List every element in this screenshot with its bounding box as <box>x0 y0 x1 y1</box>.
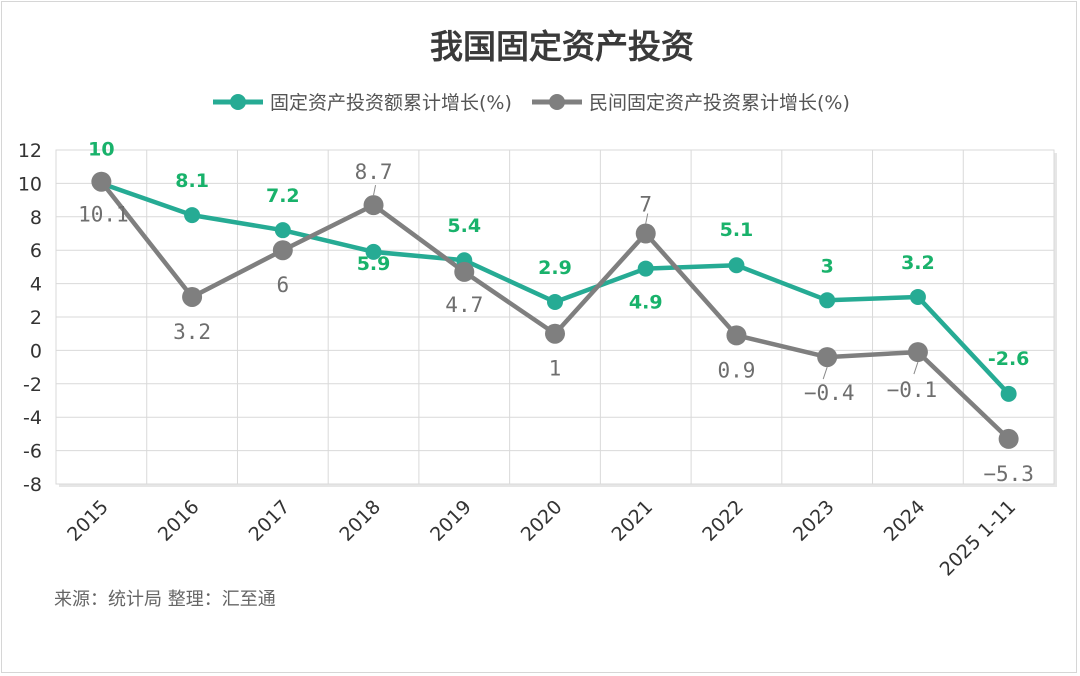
series1-data-label: 3.2 <box>901 252 935 274</box>
series1-data-label: -2.6 <box>988 348 1030 370</box>
series2-point <box>91 171 112 192</box>
series1-point <box>637 260 654 277</box>
series2-data-label: 0.9 <box>717 358 755 382</box>
legend-label-series1: 固定资产投资额累计增长(%) <box>270 92 512 114</box>
series1-point <box>365 243 382 260</box>
series2-point <box>998 428 1019 449</box>
y-tick-label: 4 <box>30 274 42 296</box>
series2-point <box>635 223 656 244</box>
y-tick-label: 0 <box>30 340 42 362</box>
x-tick-label: 2023 <box>789 496 839 546</box>
legend-marker-series2 <box>549 94 565 110</box>
x-tick-label: 2022 <box>698 496 748 546</box>
source-note: 来源：统计局 整理：汇至通 <box>54 589 276 610</box>
label-leader-line <box>373 185 377 196</box>
y-tick-label: 2 <box>30 307 42 329</box>
x-axis: 2015 2016 2017 2018 2019 2020 2021 2022 2023 2024… <box>63 496 1020 581</box>
y-tick-label: -2 <box>23 374 42 396</box>
series2-point <box>907 342 928 363</box>
series1-point <box>547 293 563 310</box>
grid <box>55 149 1057 487</box>
y-axis: 12 10 8 6 4 2 0 -2 -4 -6 -8 <box>18 140 42 496</box>
label-leader-line <box>822 366 828 380</box>
x-tick-label: 2016 <box>154 496 204 546</box>
series1-data-label: 3 <box>821 255 834 277</box>
y-tick-label: 8 <box>30 207 42 229</box>
series2-data-label: 7 <box>639 193 652 217</box>
series2-point <box>817 347 838 368</box>
x-tick-label: 2018 <box>335 496 385 546</box>
y-tick-label: -8 <box>23 474 42 496</box>
series2-data-label: 4.7 <box>445 293 483 317</box>
label-leader-line <box>913 361 919 375</box>
series2-point <box>182 286 203 307</box>
chart-title: 我国固定资产投资 <box>430 27 694 66</box>
series1-data-label: 7.2 <box>266 185 300 207</box>
x-tick-label: 2017 <box>245 496 295 546</box>
series2-data-label: 1 <box>549 357 562 381</box>
series2-point <box>726 325 747 346</box>
x-tick-label: 2020 <box>517 496 567 546</box>
series2-data-label: −0.4 <box>804 381 855 405</box>
series1-data-label: 5.9 <box>357 253 391 275</box>
series2-data-label: 3.2 <box>173 320 211 344</box>
legend: 固定资产投资额累计增长(%) 民间固定资产投资累计增长(%) <box>213 92 850 114</box>
series1-data-label: 4.9 <box>629 292 663 314</box>
legend-item-series1: 固定资产投资额累计增长(%) <box>213 92 512 114</box>
y-tick-label: -6 <box>23 441 42 463</box>
label-leader-line <box>645 213 649 224</box>
series2-point <box>363 195 384 216</box>
y-tick-label: 10 <box>18 173 42 195</box>
x-tick-label: 2015 <box>63 496 113 546</box>
series1-point <box>728 257 745 274</box>
series2-data-label: 6 <box>276 273 289 297</box>
series2-data-label: −5.3 <box>983 462 1034 486</box>
x-tick-label: 2019 <box>426 496 476 546</box>
y-tick-label: 6 <box>30 240 42 262</box>
series2-data-label: −0.1 <box>887 378 938 402</box>
legend-item-series2: 民间固定资产投资累计增长(%) <box>532 92 850 114</box>
data-labels: 10 8.1 7.2 5.9 5.4 2.9 4.9 5.1 3 3.2 -2.6 10.1 3.2 6 8… <box>78 138 1034 486</box>
series1-data-label: 5.1 <box>720 219 754 241</box>
x-tick-label: 2024 <box>880 496 930 546</box>
series1-point <box>1000 385 1017 402</box>
series1-point <box>274 222 291 239</box>
series2-data-label: 8.7 <box>355 160 393 184</box>
y-tick-label: 12 <box>18 140 42 162</box>
y-tick-label: -4 <box>23 407 42 429</box>
x-tick-label: 2025 1-11 <box>936 496 1021 581</box>
series-layer <box>91 171 1019 449</box>
series1-data-label: 10 <box>88 138 114 160</box>
legend-marker-series1 <box>230 94 246 110</box>
x-tick-label: 2021 <box>608 496 658 546</box>
series2-data-label: 10.1 <box>78 203 129 227</box>
series1-data-label: 5.4 <box>447 215 481 237</box>
series1-point <box>909 288 926 305</box>
series1-data-label: 8.1 <box>175 170 209 192</box>
series2-point <box>454 261 475 282</box>
series1-point <box>184 207 201 224</box>
series1-data-label: 2.9 <box>538 257 572 279</box>
series2-point <box>545 323 565 344</box>
series2-point <box>272 240 293 261</box>
legend-label-series2: 民间固定资产投资累计增长(%) <box>589 92 850 114</box>
series1-point <box>819 292 836 309</box>
